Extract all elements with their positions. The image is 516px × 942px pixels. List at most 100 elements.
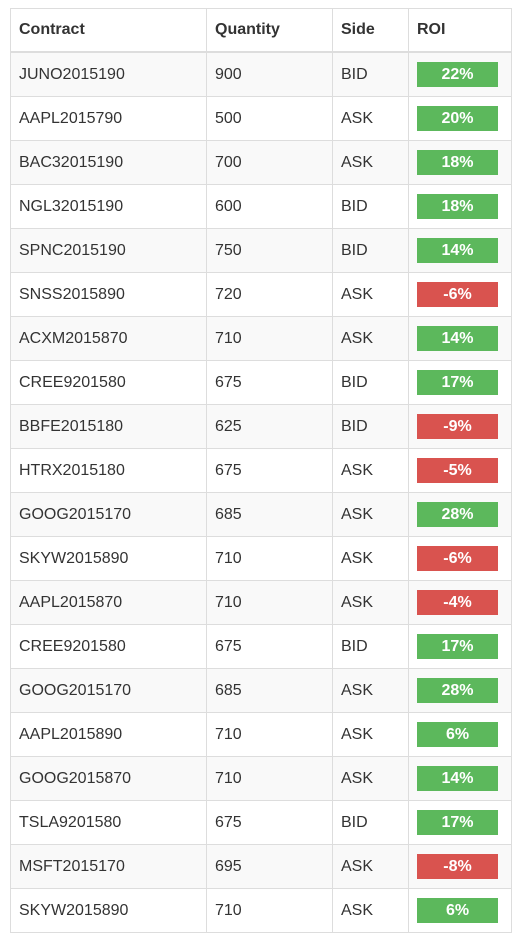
roi-badge: 28% <box>417 502 498 527</box>
table-row: SPNC2015190 750 BID 14% <box>10 228 512 273</box>
cell-roi: 28% <box>408 668 512 713</box>
cell-roi: 14% <box>408 228 512 273</box>
roi-badge: 17% <box>417 634 498 659</box>
cell-side: BID <box>332 624 409 669</box>
cell-contract: SPNC2015190 <box>10 228 207 273</box>
table-row: CREE9201580 675 BID 17% <box>10 360 512 405</box>
cell-roi: -8% <box>408 844 512 889</box>
cell-side: ASK <box>332 96 409 141</box>
cell-quantity: 900 <box>206 51 333 97</box>
cell-side: ASK <box>332 536 409 581</box>
cell-quantity: 710 <box>206 536 333 581</box>
cell-side: ASK <box>332 140 409 185</box>
cell-roi: 14% <box>408 316 512 361</box>
table-body: JUNO2015190 900 BID 22% AAPL2015790 500 … <box>10 51 512 933</box>
table-row: TSLA9201580 675 BID 17% <box>10 800 512 845</box>
column-header-side: Side <box>332 8 409 53</box>
cell-side: ASK <box>332 844 409 889</box>
roi-badge: 14% <box>417 326 498 351</box>
table-row: SNSS2015890 720 ASK -6% <box>10 272 512 317</box>
table-row: CREE9201580 675 BID 17% <box>10 624 512 669</box>
cell-roi: -5% <box>408 448 512 493</box>
cell-side: BID <box>332 184 409 229</box>
table-row: GOOG2015870 710 ASK 14% <box>10 756 512 801</box>
roi-badge: -8% <box>417 854 498 879</box>
cell-contract: JUNO2015190 <box>10 51 207 97</box>
roi-badge: 14% <box>417 238 498 263</box>
cell-side: BID <box>332 228 409 273</box>
table-header: Contract Quantity Side ROI <box>10 8 512 53</box>
cell-quantity: 710 <box>206 316 333 361</box>
cell-roi: 17% <box>408 360 512 405</box>
cell-roi: -6% <box>408 272 512 317</box>
cell-roi: 17% <box>408 624 512 669</box>
roi-badge: -4% <box>417 590 498 615</box>
cell-quantity: 675 <box>206 360 333 405</box>
roi-badge: 20% <box>417 106 498 131</box>
cell-contract: BBFE2015180 <box>10 404 207 449</box>
cell-roi: 28% <box>408 492 512 537</box>
table-row: AAPL2015790 500 ASK 20% <box>10 96 512 141</box>
cell-contract: CREE9201580 <box>10 624 207 669</box>
table-row: BAC32015190 700 ASK 18% <box>10 140 512 185</box>
cell-quantity: 685 <box>206 492 333 537</box>
roi-badge: 6% <box>417 722 498 747</box>
cell-quantity: 700 <box>206 140 333 185</box>
cell-roi: -9% <box>408 404 512 449</box>
cell-side: ASK <box>332 448 409 493</box>
table-row: AAPL2015870 710 ASK -4% <box>10 580 512 625</box>
cell-quantity: 720 <box>206 272 333 317</box>
cell-roi: 14% <box>408 756 512 801</box>
roi-badge: 17% <box>417 370 498 395</box>
table-row: GOOG2015170 685 ASK 28% <box>10 668 512 713</box>
cell-contract: SNSS2015890 <box>10 272 207 317</box>
cell-side: BID <box>332 360 409 405</box>
cell-quantity: 685 <box>206 668 333 713</box>
table-row: NGL32015190 600 BID 18% <box>10 184 512 229</box>
cell-quantity: 625 <box>206 404 333 449</box>
cell-quantity: 500 <box>206 96 333 141</box>
roi-badge: -9% <box>417 414 498 439</box>
cell-roi: 6% <box>408 888 512 933</box>
table-row: JUNO2015190 900 BID 22% <box>10 51 512 97</box>
cell-quantity: 675 <box>206 800 333 845</box>
table-row: ACXM2015870 710 ASK 14% <box>10 316 512 361</box>
roi-badge: 14% <box>417 766 498 791</box>
table-row: MSFT2015170 695 ASK -8% <box>10 844 512 889</box>
cell-contract: TSLA9201580 <box>10 800 207 845</box>
column-header-contract: Contract <box>10 8 207 53</box>
cell-side: ASK <box>332 756 409 801</box>
cell-quantity: 675 <box>206 448 333 493</box>
cell-contract: CREE9201580 <box>10 360 207 405</box>
cell-roi: 17% <box>408 800 512 845</box>
cell-contract: BAC32015190 <box>10 140 207 185</box>
cell-side: BID <box>332 404 409 449</box>
roi-badge: 28% <box>417 678 498 703</box>
cell-contract: GOOG2015170 <box>10 492 207 537</box>
cell-roi: 18% <box>408 184 512 229</box>
cell-quantity: 750 <box>206 228 333 273</box>
roi-badge: -6% <box>417 546 498 571</box>
cell-quantity: 710 <box>206 756 333 801</box>
cell-quantity: 710 <box>206 580 333 625</box>
cell-roi: 22% <box>408 51 512 97</box>
contracts-table: Contract Quantity Side ROI JUNO2015190 9… <box>10 8 512 933</box>
cell-roi: 18% <box>408 140 512 185</box>
cell-contract: AAPL2015870 <box>10 580 207 625</box>
table-row: SKYW2015890 710 ASK -6% <box>10 536 512 581</box>
roi-badge: 18% <box>417 150 498 175</box>
table-row: SKYW2015890 710 ASK 6% <box>10 888 512 933</box>
table-row: HTRX2015180 675 ASK -5% <box>10 448 512 493</box>
cell-contract: ACXM2015870 <box>10 316 207 361</box>
cell-roi: -4% <box>408 580 512 625</box>
table-row: BBFE2015180 625 BID -9% <box>10 404 512 449</box>
roi-badge: -5% <box>417 458 498 483</box>
column-header-roi: ROI <box>408 8 512 53</box>
cell-contract: AAPL2015890 <box>10 712 207 757</box>
cell-quantity: 695 <box>206 844 333 889</box>
cell-side: ASK <box>332 712 409 757</box>
roi-badge: 22% <box>417 62 498 87</box>
table-row: GOOG2015170 685 ASK 28% <box>10 492 512 537</box>
cell-quantity: 710 <box>206 712 333 757</box>
cell-contract: MSFT2015170 <box>10 844 207 889</box>
